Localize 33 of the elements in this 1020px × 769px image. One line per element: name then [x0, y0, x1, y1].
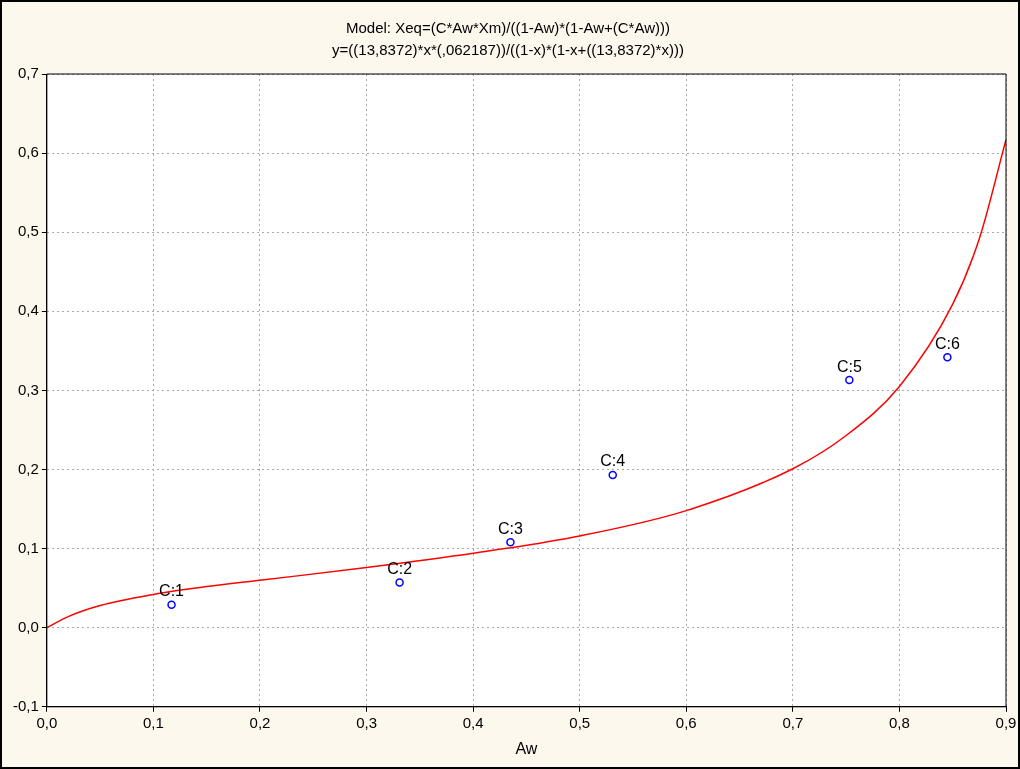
x-tick-label: 0,1 — [142, 713, 164, 731]
y-tick-label: 0,7 — [17, 64, 39, 82]
point — [845, 375, 854, 385]
annotation: C:4 — [600, 452, 626, 470]
x-tick-label: 0,5 — [569, 713, 591, 731]
point — [608, 470, 617, 480]
chart-subtitle: y=((13,8372)*x*(,062187))/((1-x)*(1-x+((13,8372)*x))) — [332, 41, 684, 59]
annotation: C:3 — [497, 519, 523, 537]
point — [943, 352, 952, 362]
x-tick-label: 0,3 — [356, 713, 377, 731]
x-tick-label: 0,6 — [675, 713, 697, 731]
point — [506, 538, 515, 547]
y-tick-label: 0,6 — [17, 143, 39, 161]
point — [395, 578, 404, 587]
y-tick-label: 0,0 — [17, 617, 39, 635]
y-tick-label: -0,1 — [12, 696, 39, 714]
chart-title: Model: Xeq=(C*Aw*Xm)/((1-Aw)*(1-Aw+(C*Aw))) — [346, 19, 670, 37]
x-axis-title: Aw — [515, 739, 538, 757]
y-tick-label: 0,1 — [17, 538, 39, 556]
y-tick-label: 0,4 — [17, 301, 39, 319]
annotation: C:2 — [387, 560, 413, 578]
x-tick-label: 0,7 — [782, 713, 804, 731]
y-tick-label: 0,5 — [17, 222, 39, 240]
point — [167, 600, 176, 610]
x-tick-label: 0,0 — [36, 713, 58, 731]
y-tick-label: 0,3 — [17, 380, 39, 398]
x-tick-label: 0,2 — [249, 713, 271, 731]
x-tick-label: 0,4 — [462, 713, 484, 731]
annotation: C:6 — [934, 334, 960, 352]
y-tick-label: 0,2 — [17, 459, 39, 477]
x-tick-label: 0,8 — [889, 713, 910, 731]
x-tick-label: 0,9 — [995, 713, 1017, 731]
annotation: C:5 — [836, 357, 862, 375]
